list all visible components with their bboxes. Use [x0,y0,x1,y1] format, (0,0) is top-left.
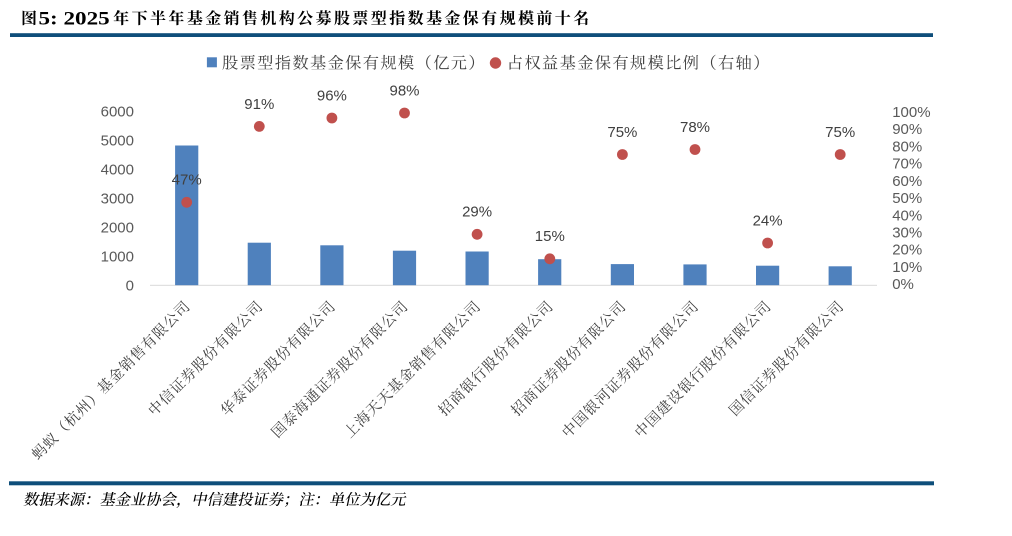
svg-text:2000: 2000 [101,220,134,237]
svg-text:91%: 91% [244,96,274,113]
svg-text:5000: 5000 [101,133,134,150]
svg-text:20%: 20% [892,242,922,259]
svg-text:30%: 30% [892,225,922,242]
svg-text:4000: 4000 [101,162,134,179]
svg-text:29%: 29% [462,204,492,221]
svg-text:60%: 60% [892,173,922,190]
svg-text:10%: 10% [892,259,922,276]
svg-text:78%: 78% [680,119,710,136]
svg-text:0: 0 [126,278,134,295]
svg-text:96%: 96% [317,87,347,104]
svg-text:70%: 70% [892,156,922,173]
svg-text:0%: 0% [892,276,914,293]
svg-text:40%: 40% [892,207,922,224]
svg-text:98%: 98% [389,82,419,99]
svg-text:6000: 6000 [101,104,134,121]
svg-text:90%: 90% [892,121,922,138]
svg-text:24%: 24% [753,212,783,229]
svg-text:15%: 15% [535,228,565,245]
svg-text:75%: 75% [607,124,637,141]
svg-text:100%: 100% [892,104,930,121]
svg-text:5: 2025: 5: 2025 [39,9,110,30]
svg-text:3000: 3000 [101,191,134,208]
svg-text:80%: 80% [892,138,922,155]
svg-text:1000: 1000 [101,249,134,266]
svg-text:75%: 75% [825,124,855,141]
svg-text:47%: 47% [172,172,202,189]
svg-text:50%: 50% [892,190,922,207]
